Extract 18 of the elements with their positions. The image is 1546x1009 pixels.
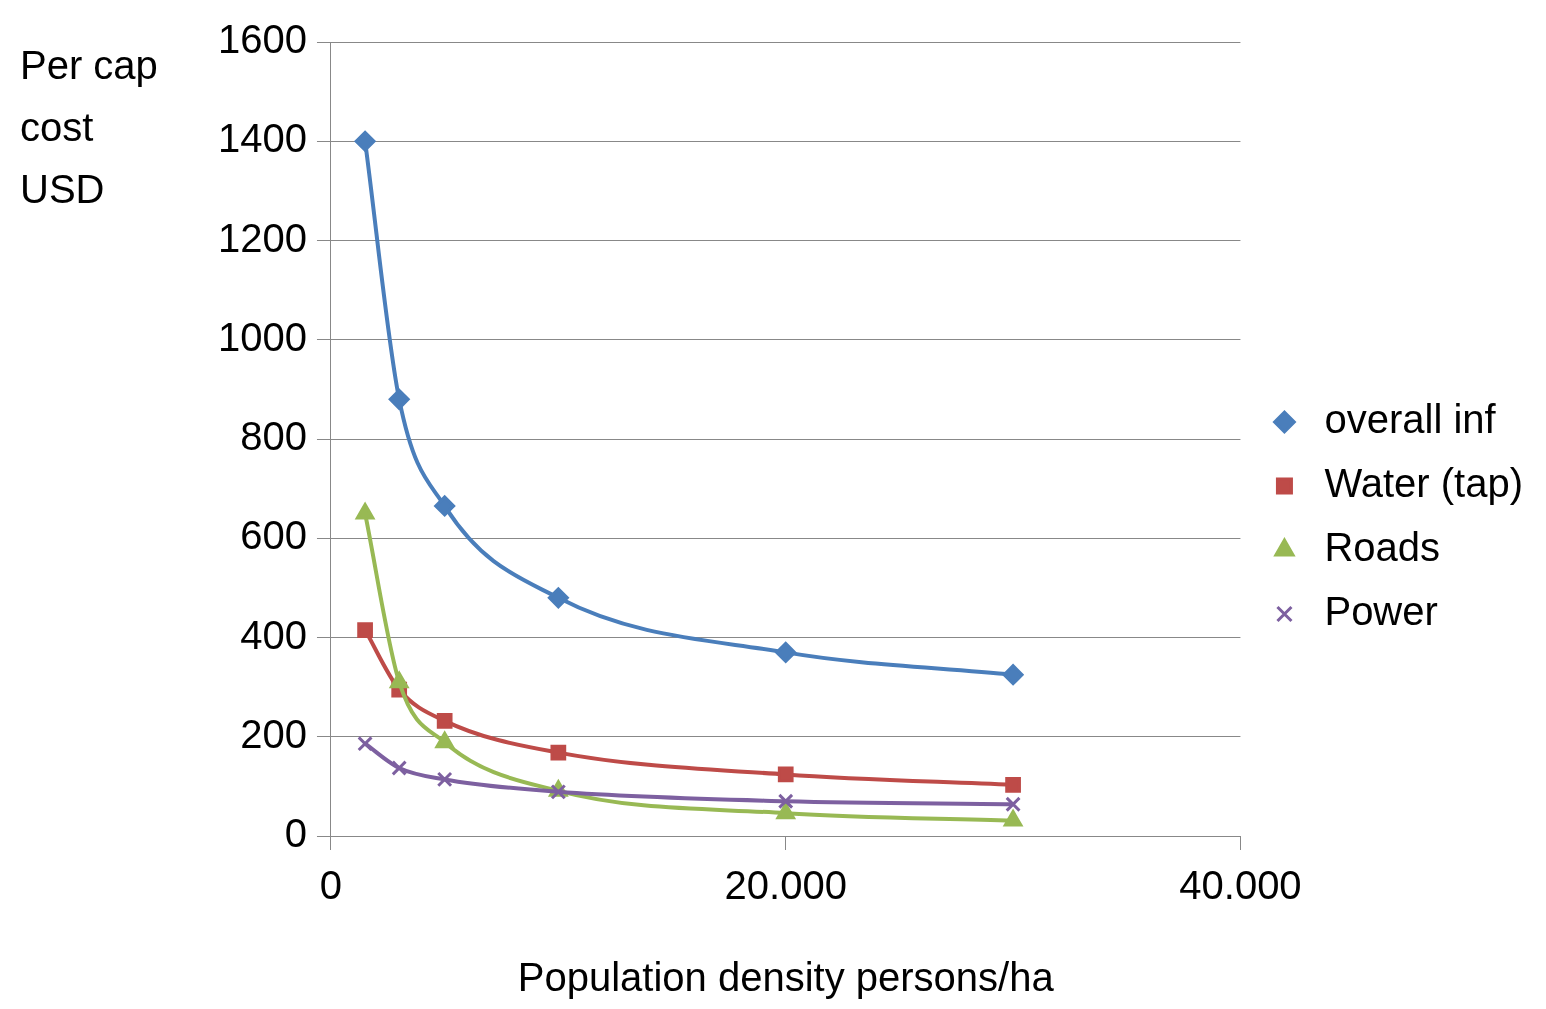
y-tick-label: 1600: [218, 17, 307, 62]
y-tick-label: 1400: [218, 116, 307, 161]
legend-label: overall inf: [1324, 397, 1497, 442]
x-tick-label: 0: [319, 863, 343, 908]
y-tick-label: 200: [240, 711, 307, 756]
y-tick-label: 800: [240, 414, 307, 459]
legend-label: Power: [1324, 589, 1438, 634]
y-tick-label: 1200: [218, 215, 307, 260]
y-tick-label: 0: [284, 811, 307, 856]
legend-label: Roads: [1324, 525, 1441, 570]
y-tick-label: 1000: [218, 314, 307, 359]
y-tick-label: 600: [240, 513, 307, 558]
x-tick-label: 40.000: [1179, 863, 1302, 908]
x-axis-title: Population density persons/ha: [517, 955, 1055, 1000]
y-axis-title: Per cap cost USD: [20, 42, 159, 213]
y-tick-label: 400: [240, 612, 307, 657]
x-tick-label: 20.000: [724, 863, 847, 908]
legend-label: Water (tap): [1324, 461, 1524, 506]
